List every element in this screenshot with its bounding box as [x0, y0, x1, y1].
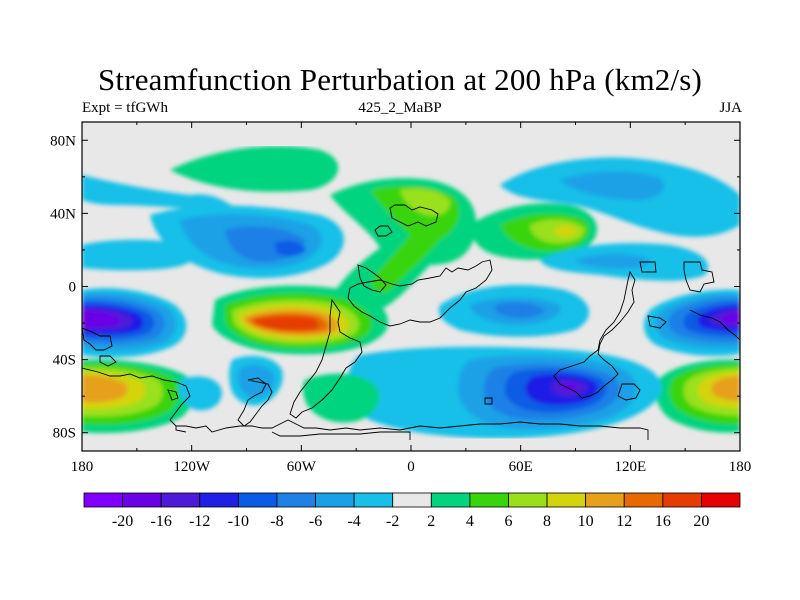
coastlines — [82, 204, 740, 440]
contour-field — [82, 122, 740, 451]
colorbar-label: -4 — [347, 513, 360, 530]
asia-high-center — [555, 225, 578, 237]
south-indian-low-20 — [560, 382, 578, 391]
pacific-island-2-outline — [237, 377, 273, 427]
colorbar-swatch — [160, 492, 201, 508]
north-pacific-high — [82, 175, 235, 210]
colorbar-label: 20 — [693, 513, 709, 530]
central-pacific-low — [82, 239, 198, 271]
x-tick-label: 180 — [71, 459, 94, 475]
north-america-outline — [389, 204, 439, 227]
colorbar-swatch — [701, 492, 741, 508]
case-label: 425_2_MaBP — [358, 100, 442, 116]
east-asia-low-inner — [575, 254, 650, 269]
colorbar-swatch — [83, 492, 123, 508]
caribbean-outline — [357, 264, 387, 293]
colorbar-label: 2 — [427, 513, 435, 530]
y-tick-label: 80N — [50, 133, 76, 149]
europe-high-core — [400, 188, 451, 216]
colorbar-swatch — [353, 492, 394, 508]
y-axis: 80N 40N 0 40S 80S — [50, 133, 740, 442]
south-atlantic-high-20 — [253, 315, 319, 331]
colorbar-label: -6 — [309, 513, 322, 530]
antarctica-outline — [82, 367, 649, 440]
colorbar-label: 6 — [504, 513, 512, 530]
southern-high-east-12 — [711, 376, 740, 401]
colorbar-label: 8 — [543, 513, 551, 530]
colorbar-swatch — [585, 492, 625, 508]
eurasia-outline — [639, 261, 715, 293]
indian-low-core — [494, 302, 545, 318]
colorbar-swatch — [122, 492, 162, 508]
y-tick-label: 40N — [50, 206, 76, 222]
colorbar-swatch — [430, 492, 471, 508]
colorbar: -20 -16 -12 -10 -8 -6 -4 -2 2 4 6 8 10 12 16 20 — [83, 492, 741, 530]
maritime-continent-outline — [647, 309, 740, 341]
colorbar-label: -8 — [270, 513, 283, 530]
y-tick-label: 40S — [53, 353, 76, 369]
south-pacific-mid-low — [178, 376, 222, 411]
north-pacific-band — [170, 146, 339, 192]
siberia-low-inner — [560, 171, 664, 201]
small-island-outline — [167, 389, 493, 405]
experiment-label: Expt = tfGWh — [82, 100, 168, 116]
colorbar-swatch — [662, 492, 702, 508]
colorbar-label: -20 — [112, 513, 133, 530]
colorbar-swatch — [276, 492, 316, 508]
x-tick-label: 120W — [173, 459, 211, 475]
pacific-islands-outline — [82, 327, 117, 367]
colorbar-swatch — [315, 492, 355, 508]
chart-title: Streamfunction Perturbation at 200 hPa (… — [97, 62, 703, 97]
colorbar-swatch — [546, 492, 587, 508]
x-tick-label: 180 — [729, 459, 752, 475]
colorbar-swatch — [508, 492, 548, 508]
colorbar-swatch — [469, 492, 509, 508]
colorbar-label: 10 — [578, 513, 594, 530]
season-label: JJA — [719, 100, 742, 116]
colorbar-label: 12 — [616, 513, 632, 530]
x-tick-label: 60W — [287, 459, 317, 475]
y-tick-label: 80S — [53, 426, 76, 442]
colorbar-swatch — [623, 492, 664, 508]
south-atlantic-mid-high — [302, 373, 379, 423]
wpac-low-20 — [720, 312, 740, 324]
x-tick-label: 0 — [407, 459, 415, 475]
africa-outline — [347, 259, 493, 327]
colorbar-swatch — [392, 492, 432, 508]
greenland-europe-outline — [374, 225, 393, 237]
colorbar-label: -16 — [151, 513, 172, 530]
colorbar-label: -12 — [189, 513, 210, 530]
colorbar-label: -2 — [386, 513, 399, 530]
colorbar-label: 16 — [655, 513, 671, 530]
x-tick-label: 60E — [509, 459, 533, 475]
southern-high-west-12 — [82, 375, 128, 403]
australia-outline — [617, 383, 641, 401]
se-pacific-low-20 — [82, 310, 121, 328]
colorbar-swatch — [237, 492, 278, 508]
y-tick-label: 0 — [69, 280, 77, 296]
colorbar-label: 4 — [466, 513, 474, 530]
colorbar-label: -10 — [228, 513, 249, 530]
atlantic-low-core — [275, 240, 306, 257]
x-tick-label: 120E — [614, 459, 646, 475]
x-axis: 180 120W 60W 0 60E 120E 180 — [71, 122, 752, 475]
colorbar-swatch — [199, 492, 239, 508]
asia-coast-outline — [553, 270, 636, 399]
south-america-outline — [289, 298, 363, 419]
